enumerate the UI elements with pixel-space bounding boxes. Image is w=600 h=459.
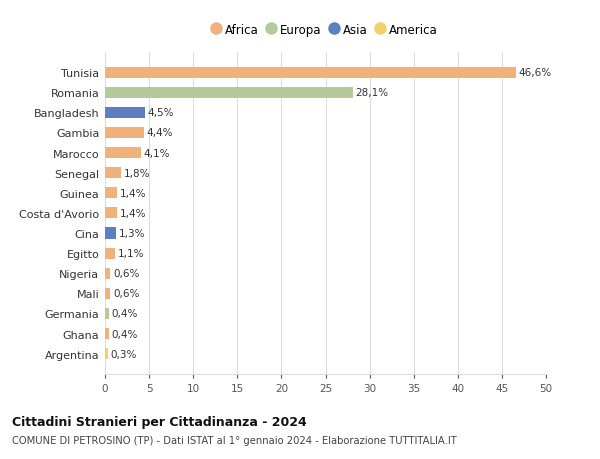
Text: COMUNE DI PETROSINO (TP) - Dati ISTAT al 1° gennaio 2024 - Elaborazione TUTTITAL: COMUNE DI PETROSINO (TP) - Dati ISTAT al…	[12, 435, 457, 445]
Bar	[105, 288, 110, 299]
Text: 1,4%: 1,4%	[120, 188, 146, 198]
Bar	[105, 208, 118, 219]
Text: 4,1%: 4,1%	[144, 148, 170, 158]
Bar	[105, 348, 107, 359]
Text: 1,3%: 1,3%	[119, 229, 146, 239]
Text: 0,6%: 0,6%	[113, 289, 139, 299]
Bar	[105, 328, 109, 339]
Bar	[105, 248, 115, 259]
Bar	[105, 148, 141, 159]
Text: 28,1%: 28,1%	[355, 88, 389, 98]
Text: 0,4%: 0,4%	[111, 309, 137, 319]
Text: 4,5%: 4,5%	[148, 108, 174, 118]
Text: 0,3%: 0,3%	[110, 349, 137, 359]
Text: 1,4%: 1,4%	[120, 208, 146, 218]
Bar	[105, 228, 116, 239]
Text: 4,4%: 4,4%	[146, 128, 173, 138]
Bar	[105, 67, 516, 78]
Bar	[105, 168, 121, 179]
Text: 0,4%: 0,4%	[111, 329, 137, 339]
Text: 1,8%: 1,8%	[124, 168, 150, 178]
Bar	[105, 308, 109, 319]
Bar	[105, 88, 353, 99]
Text: 1,1%: 1,1%	[118, 249, 144, 258]
Text: 0,6%: 0,6%	[113, 269, 139, 279]
Bar	[105, 268, 110, 279]
Bar	[105, 188, 118, 199]
Bar	[105, 107, 145, 118]
Text: Cittadini Stranieri per Cittadinanza - 2024: Cittadini Stranieri per Cittadinanza - 2…	[12, 415, 307, 428]
Bar	[105, 128, 144, 139]
Legend: Africa, Europa, Asia, America: Africa, Europa, Asia, America	[210, 20, 441, 40]
Text: 46,6%: 46,6%	[518, 68, 552, 78]
